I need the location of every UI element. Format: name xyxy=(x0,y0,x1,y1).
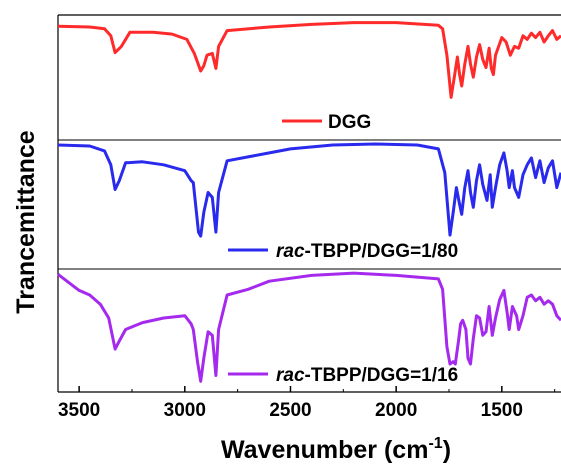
x-axis-title-suffix: ) xyxy=(443,436,451,464)
x-axis-title: Wavenumber (cm-1) xyxy=(221,435,451,464)
x-tick-label: 2000 xyxy=(375,400,417,421)
legend-text-part: -TBPP/DGG=1/80 xyxy=(305,241,459,262)
legend-text-part: -TBPP/DGG=1/16 xyxy=(305,365,459,386)
x-tick-label: 1500 xyxy=(481,400,523,421)
legend-text-part: rac xyxy=(276,365,305,386)
x-tick-label: 3500 xyxy=(58,400,100,421)
legend-text-part: rac xyxy=(276,241,305,262)
legend-text-part: DGG xyxy=(328,112,371,133)
x-axis-title-superscript: -1 xyxy=(428,435,442,452)
x-axis: 3500 3000 2500 2000 1500 xyxy=(58,386,556,421)
x-tick-label: 3000 xyxy=(164,400,206,421)
x-tick-label: 2500 xyxy=(269,400,311,421)
legend-label-3: rac-TBPP/DGG=1/16 xyxy=(276,365,458,386)
spectrum-line-1 xyxy=(57,21,561,99)
spectrum-line-2 xyxy=(57,142,561,238)
legend-label-1: DGG xyxy=(328,112,371,133)
y-axis-title: Trancemittance xyxy=(12,130,40,314)
x-axis-title-main: Wavenumber (cm xyxy=(221,436,428,464)
plot-frame xyxy=(57,14,561,393)
legend-label-2: rac-TBPP/DGG=1/80 xyxy=(276,241,458,262)
spectrum-line-3 xyxy=(57,271,561,383)
